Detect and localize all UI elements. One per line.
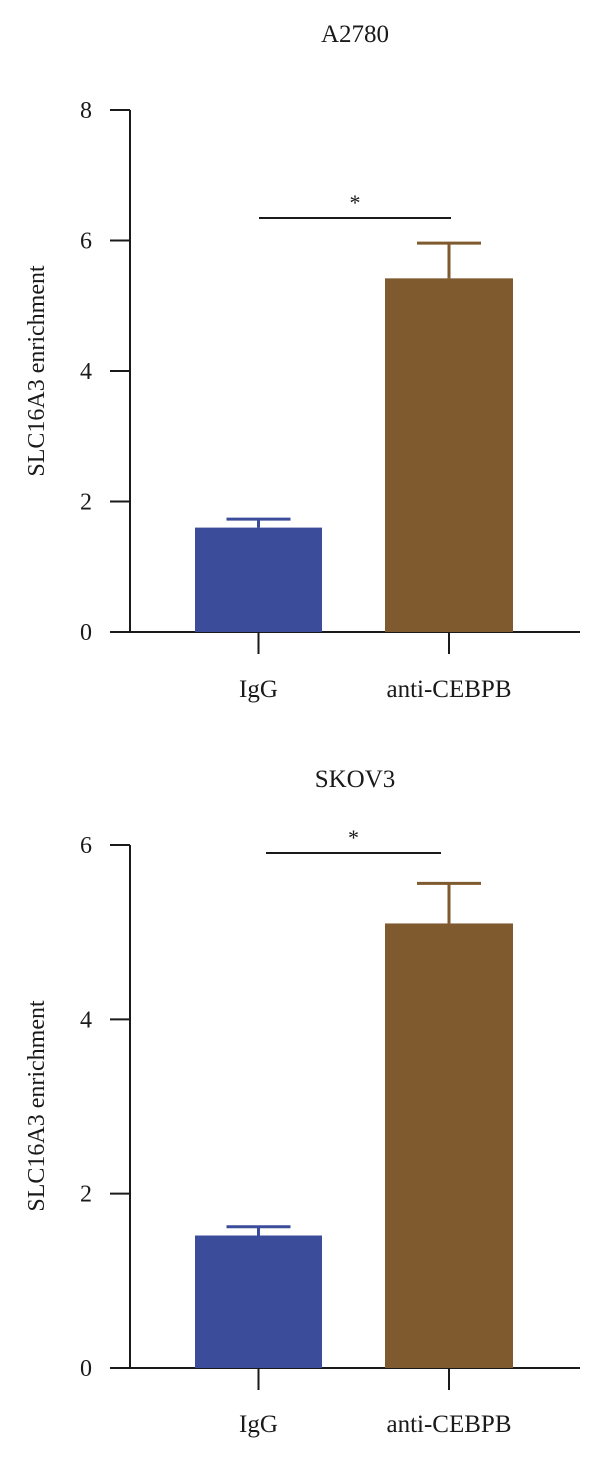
panel-2-y-tick-label: 2	[80, 1182, 92, 1208]
panel-2-y-tick-label: 6	[80, 833, 92, 859]
panel-2-bar-igg	[195, 1235, 322, 1368]
panel-1-bar-anti-cebpb	[385, 278, 513, 632]
panel-1-y-tick-label: 2	[80, 490, 92, 516]
panel-2-bar-anti-cebpb	[385, 923, 513, 1368]
panel-2-y-axis-title: SLC16A3 enrichment	[24, 1000, 50, 1212]
panel-1-y-tick-label: 4	[80, 359, 92, 385]
panel-2-y-tick-label: 4	[80, 1007, 92, 1033]
panel-1-x-category-label-2: anti-CEBPB	[386, 676, 511, 703]
panel-1-y-tick-label: 8	[80, 98, 92, 124]
panel-1-title: A2780	[321, 21, 389, 48]
panel-1-y-tick-label: 0	[80, 620, 92, 646]
panel-2-x-category-label-1: IgG	[239, 1411, 278, 1438]
panel-2-x-category-label-2: anti-CEBPB	[386, 1411, 511, 1438]
panel-1-y-tick-label: 6	[80, 229, 92, 255]
panel-1-significance-star: *	[350, 190, 361, 215]
panel-1-x-category-label-1: IgG	[239, 676, 278, 703]
panel-2-y-tick-label: 0	[80, 1356, 92, 1382]
panel-2-significance-star: *	[348, 825, 359, 850]
panel-1-y-axis-title: SLC16A3 enrichment	[24, 265, 50, 477]
panel-2-title: SKOV3	[315, 766, 396, 793]
panel-1-bar-igg	[195, 527, 322, 632]
